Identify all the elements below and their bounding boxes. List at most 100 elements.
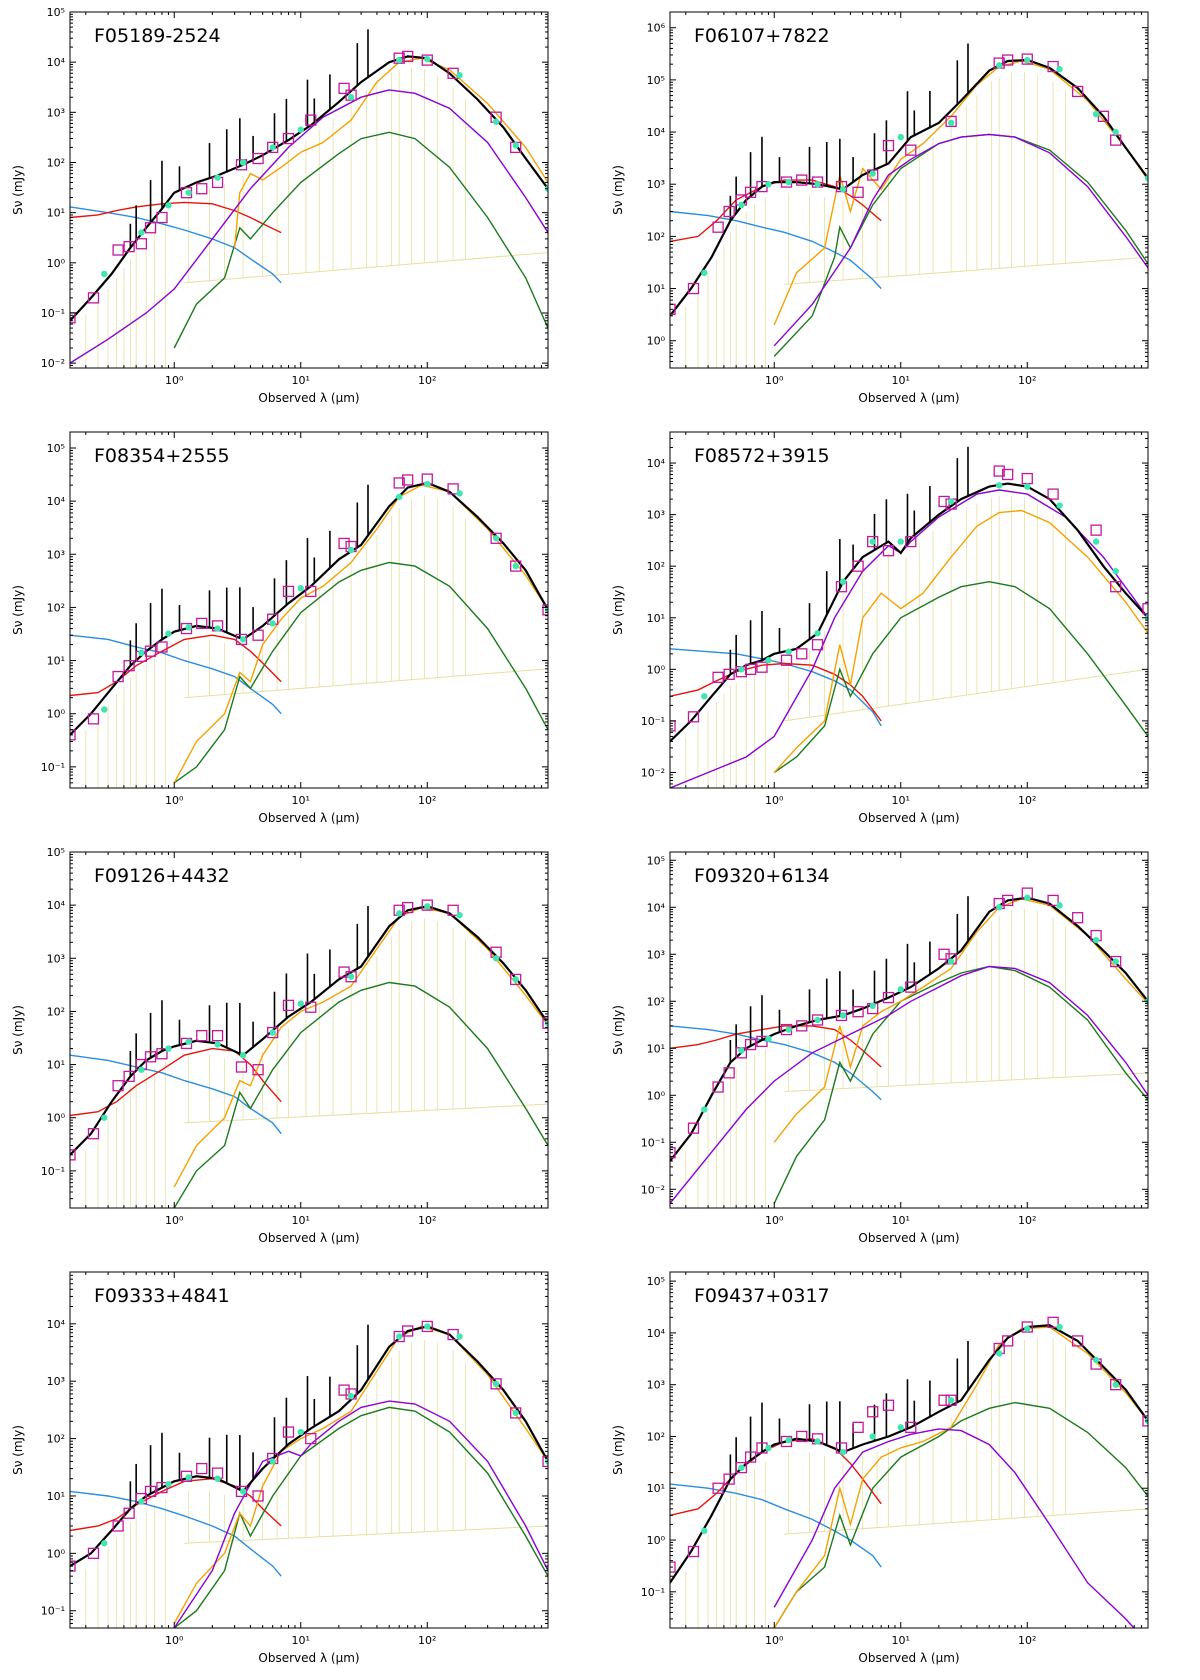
model-photometry-point [1112,128,1119,136]
model-photometry-point [869,538,876,545]
photometry-point [712,1482,724,1494]
torus-curve [670,965,1148,1204]
model-photometry-point [396,493,403,501]
emission-line-baseline [784,256,1148,285]
emission-line-baseline [784,668,1148,722]
photometry-point [796,1020,808,1032]
photometry-point [542,1017,548,1029]
cold-dust-curve [773,965,1148,1204]
cold-dust-curve [173,561,548,784]
photometry-point [252,1064,264,1076]
panel-title: F06107+7822 [694,25,830,47]
photometry-point [393,477,405,489]
photometry-point [542,604,548,616]
photometry-point [402,50,414,63]
photometry-point [670,1561,676,1573]
y-tick-label: 10³ [47,952,65,965]
model-photometry-point [138,229,145,236]
photometry-point [510,973,522,986]
photometry-point [305,1001,317,1013]
starburst-curve [173,1325,548,1624]
x-tick-label: 10² [418,1214,436,1227]
photometry-point [211,1030,224,1042]
photometry-point [882,991,895,1004]
emission-line-baseline [184,668,548,699]
photometry-point [144,222,157,234]
model-photometry-point [297,126,304,133]
model-photometry-point [765,1035,772,1042]
cold-dust-curve [173,1406,548,1628]
stellar-red-curve [70,634,282,697]
x-tick-label: 10¹ [892,794,910,807]
photometry-point [490,532,502,544]
model-photometry-point [396,910,403,917]
model-photometry-point [424,480,431,488]
y-tick-label: 10² [47,156,65,169]
photometry-point [1021,472,1033,485]
plot-area [670,887,1148,1208]
photometry-point [156,641,168,653]
panel-title: F08572+3915 [694,445,830,467]
model-photometry-point [897,1424,904,1431]
photometry-point [542,1455,548,1468]
model-photometry-point [1056,66,1063,73]
model-photometry-point [512,562,519,570]
y-tick-label: 10⁵ [647,854,665,867]
photometry-point [196,183,208,195]
photometry-point [282,1426,295,1438]
x-tick-label: 10¹ [892,1214,910,1227]
stellar-red-curve [670,1025,882,1068]
photometry-point [945,1394,957,1406]
y-tick-label: 10⁵ [47,846,65,859]
emission-line-baseline [184,1103,548,1124]
photometry-point [687,711,700,723]
cold-dust-curve [773,580,1148,774]
y-tick-label: 10¹ [47,1059,65,1072]
starburst-curve [773,1326,1148,1628]
panel-title: F09437+0317 [694,1285,830,1307]
sed-plot: 10⁰ 10¹ 10² 10⁻² 10⁻¹ 10⁰ 10¹ 10² 10³ 10⁴ Observed… [611,431,1149,825]
model-photometry-point [297,1000,304,1007]
axes-frame [669,851,1149,1209]
y-axis-label: Sν (mJy) [11,1005,25,1055]
photometry-point [811,1014,824,1026]
photometry-point [905,535,917,548]
photometry-point [70,729,76,741]
stellar-blue-curve [70,634,282,715]
panel-4: 10⁰ 10¹ 10² 10⁻¹ 10⁰ 10¹ 10² 10³ 10⁴ 10⁵ Observed … [0,840,600,1260]
photometry-point [744,1451,757,1463]
photometry-point [338,537,350,550]
model-photometry-point [185,1474,192,1481]
model-photometry-point [138,649,145,657]
x-tick-label: 10⁰ [765,794,784,807]
model-photometry-point [101,270,108,278]
photometry-point [1047,1316,1059,1328]
stellar-blue-curve [670,648,882,727]
x-tick-label: 10² [418,1634,436,1647]
photometry-point [235,1061,248,1073]
axes-frame [69,851,549,1209]
photometry-point [744,1038,757,1051]
model-photometry-point [839,578,847,585]
photometry-point [87,292,100,304]
photometry-point [1002,468,1014,481]
model-photometry-point [185,624,192,631]
y-tick-label: 10² [647,995,665,1008]
model-photometry-point [512,1409,519,1417]
panel-7: 10⁰ 10¹ 10² 10⁻¹ 10⁰ 10¹ 10² 10³ 10⁴ 10⁵ Observed … [600,1260,1200,1680]
model-photometry-point [269,620,276,627]
photometry-point [796,174,808,186]
y-tick-label: 10⁻¹ [41,1165,65,1178]
photometry-point [1002,54,1014,66]
x-tick-label: 10¹ [892,1634,910,1647]
y-tick-label: 10⁰ [47,1112,66,1125]
photometry-point [756,661,768,673]
photometry-point [180,1037,193,1050]
model-photometry-point [138,1498,145,1505]
model-photometry-point [492,535,500,542]
photometry-point [252,152,264,165]
model-photometry-point [996,904,1003,911]
photometry-point [156,211,168,224]
model-photometry-point [456,1333,463,1340]
starburst-curve [773,509,1148,773]
